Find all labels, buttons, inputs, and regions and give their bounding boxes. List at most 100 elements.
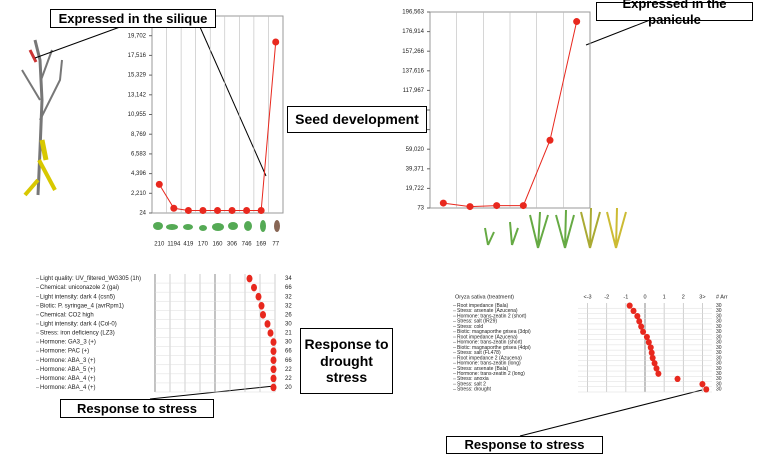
x-tick-label: 77 [272,242,279,248]
annotation-box: Response to drought stress [300,328,393,394]
counts-header: # Arr [716,294,728,300]
row-count: 22 [285,376,292,382]
x-tick-label: 1194 [167,242,181,248]
data-point [229,207,236,214]
data-point [547,137,554,144]
x-tick-label: -2 [604,294,609,300]
y-tick-label: 17,516 [128,53,147,59]
annotation-box: Seed development [287,106,427,133]
row-label: Hormone: GA3_3 (+) [40,340,96,346]
y-tick-label: 73 [417,206,424,212]
y-tick-label: 137,616 [402,68,424,74]
row-count: 30 [285,322,292,328]
row-count: 30 [716,387,722,393]
x-tick-label: 210 [154,242,165,248]
data-point [214,207,221,214]
y-tick-label: 6,583 [131,151,147,157]
row-label: Light intensity: dark 4 (csn5) [40,294,115,300]
x-tick-label: -1 [623,294,628,300]
row-count: 66 [285,358,292,364]
row-count: 32 [285,294,292,300]
row-count: 34 [285,276,292,282]
row-label: Hormone: ABA_5 (+) [40,367,96,373]
data-point [675,376,681,382]
data-point [199,207,206,214]
data-point [699,381,705,387]
row-count: 32 [285,303,292,309]
row-count: 26 [285,312,292,318]
row-count: 30 [285,340,292,346]
row-label: Hormone: ABA_3 (+) [40,358,96,364]
y-tick-label: 15,329 [128,73,147,79]
x-tick-label: 306 [227,242,238,248]
y-tick-label: 19,702 [128,33,147,39]
row-count: 20 [285,385,292,391]
data-point [156,181,163,188]
data-point [251,284,257,292]
y-tick-label: 59,020 [406,147,425,153]
data-point [271,384,277,392]
annotation-box: Response to stress [446,436,603,454]
data-point [631,308,637,314]
data-point [271,356,277,364]
data-point [258,207,265,214]
y-tick-label: 196,563 [402,10,424,16]
row-label: Hormone: ABA_4 (+) [40,385,96,391]
data-point [247,275,253,283]
row-label: Light quality: UV_filtered_WG305 (1h) [40,276,141,282]
y-tick-label: 13,142 [128,92,147,98]
data-point [640,329,646,335]
y-tick-label: 157,266 [402,49,424,55]
annotation-box: Response to stress [60,399,214,418]
row-label: Hormone: PAC (+) [40,349,89,355]
x-tick-label: 1 [663,294,666,300]
rice-plant-icons [485,208,626,248]
data-point [268,329,274,337]
x-tick-label: <-3 [584,294,592,300]
data-point [265,320,271,328]
row-count: 22 [285,367,292,373]
y-tick-label: 24 [139,211,146,217]
data-point [467,203,474,210]
row-label: Chemical: CO2 high [40,312,94,318]
arabidopsis-plant [22,40,62,195]
data-point [272,39,279,46]
figure: 242,2104,3966,5838,76910,95513,14215,329… [0,0,772,455]
data-point [271,375,277,383]
data-point [260,311,266,319]
x-tick-label: 2 [682,294,685,300]
row-label: Light intensity: dark 4 (Col-0) [40,322,117,328]
data-point [259,302,265,310]
row-label: Chemical: uniconazole 2 (gai) [40,285,119,291]
data-point [185,207,192,214]
y-tick-label: 10,955 [128,112,147,118]
data-point [271,366,277,374]
row-label: Stress: drought [457,387,492,393]
data-point [655,371,661,377]
data-point [440,200,447,207]
chart-title: Oryza sativa (treatment) [455,294,514,300]
data-point [493,202,500,209]
data-point [648,344,654,350]
x-tick-label: 746 [242,242,253,248]
data-point [703,386,709,392]
y-tick-label: 2,210 [131,191,147,197]
seed-stage-icons [153,220,280,232]
row-count: 21 [285,331,292,337]
data-point [627,302,633,308]
data-point [649,350,655,356]
annotation-box: Expressed in the panicule [596,2,753,21]
x-tick-label: 169 [256,242,267,248]
x-tick-label: 170 [198,242,209,248]
data-point [520,202,527,209]
x-tick-label: 160 [212,242,223,248]
annotation-box: Expressed in the silique [50,9,216,28]
data-point [170,205,177,212]
data-point [271,338,277,346]
y-tick-label: 4,396 [131,171,147,177]
row-label: Biotic: P. syringae_4 (avrRpm1) [40,303,124,309]
data-point [256,293,262,301]
row-label: Hormone: ABA_4 (+) [40,376,96,382]
row-count: 66 [285,285,292,291]
y-tick-label: 117,967 [403,88,425,94]
